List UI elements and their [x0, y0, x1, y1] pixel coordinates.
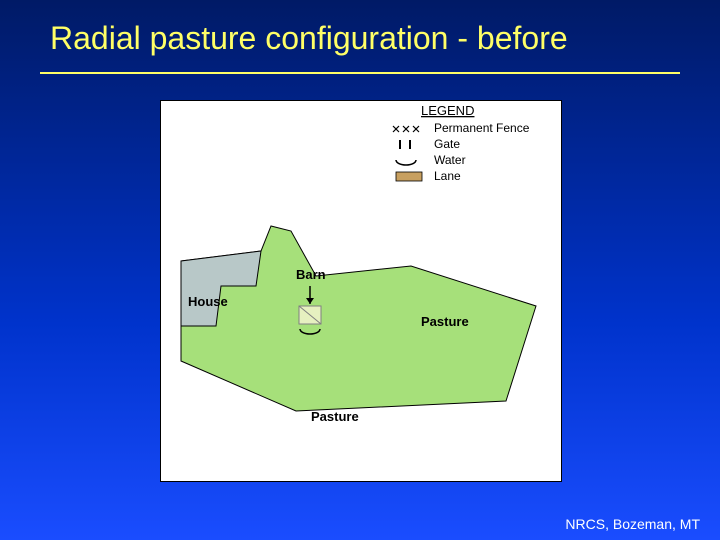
legend-item-label-2: Water — [434, 153, 466, 167]
map-label-0: House — [188, 294, 228, 309]
slide-title: Radial pasture configuration - before — [50, 20, 670, 57]
legend-water — [396, 160, 416, 165]
title-underline — [40, 72, 680, 74]
pasture-polygon — [181, 226, 536, 411]
legend-item-label-1: Gate — [434, 137, 460, 151]
attribution-text: NRCS, Bozeman, MT — [565, 516, 700, 532]
slide-root: Radial pasture configuration - before Ho… — [0, 0, 720, 540]
legend-heading: LEGEND — [421, 103, 474, 118]
legend-item-label-0: Permanent Fence — [434, 121, 530, 135]
diagram-container: House Barn Pasture Pasture LEGEND Permanent F… — [160, 100, 562, 482]
pasture-diagram-svg: House Barn Pasture Pasture LEGEND Permanent F… — [161, 101, 561, 481]
map-label-1: Barn — [296, 267, 326, 282]
legend-lane — [396, 172, 422, 181]
map-label-3: Pasture — [311, 409, 359, 424]
map-label-2: Pasture — [421, 314, 469, 329]
legend-item-label-3: Lane — [434, 169, 461, 183]
